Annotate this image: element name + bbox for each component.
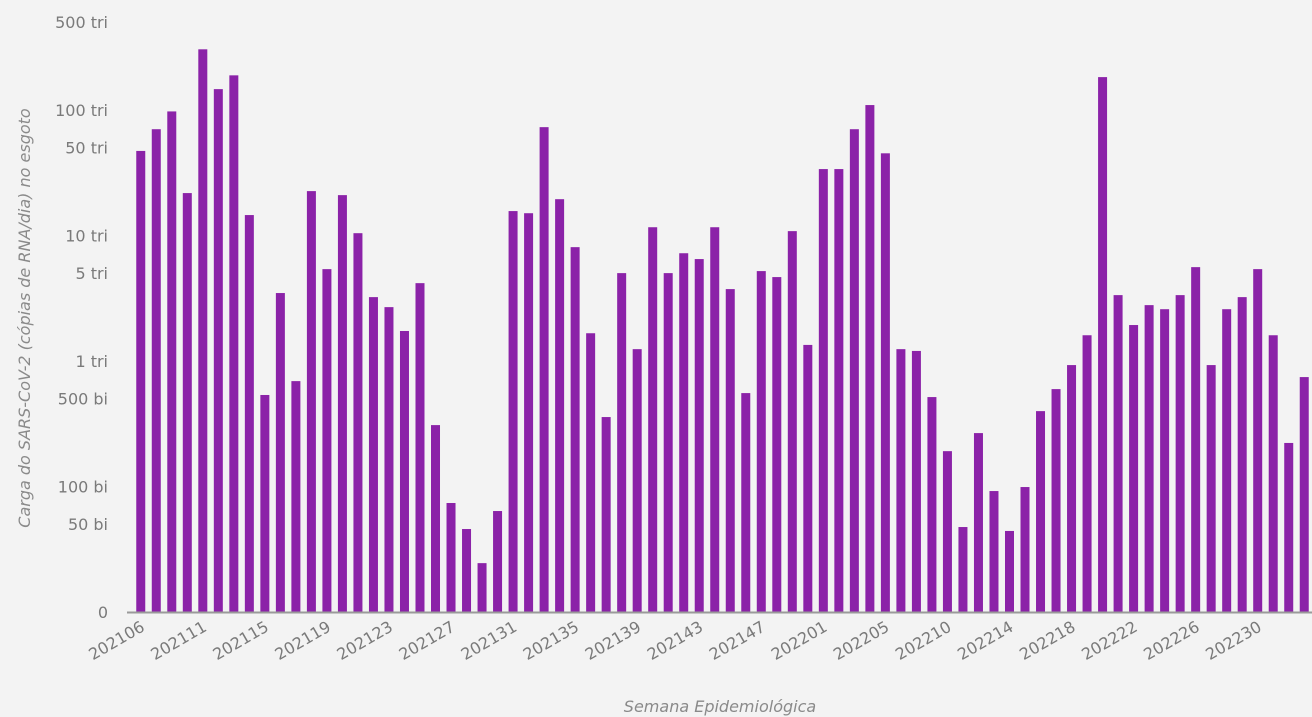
bar — [508, 211, 518, 612]
bar — [275, 293, 285, 612]
bar — [1036, 411, 1046, 612]
bar — [1144, 305, 1154, 612]
bar — [306, 191, 316, 612]
bar — [1160, 309, 1170, 612]
bar — [834, 169, 844, 612]
bar — [493, 511, 503, 612]
y-tick-label: 500 tri — [55, 13, 108, 32]
y-tick-label: 0 — [98, 603, 108, 622]
bar — [787, 231, 797, 612]
bar — [213, 89, 223, 613]
x-axis-title: Semana Epidemiológica — [624, 697, 816, 716]
bar — [167, 111, 177, 612]
bar — [1020, 487, 1030, 612]
bar — [803, 344, 813, 612]
bar — [322, 269, 332, 612]
y-tick-label: 5 tri — [75, 264, 108, 283]
bar — [1098, 77, 1108, 613]
bar — [182, 193, 192, 612]
bar — [601, 417, 611, 612]
y-tick-label: 50 bi — [68, 515, 108, 534]
bar — [384, 307, 394, 612]
bar — [1206, 365, 1216, 612]
bar — [1004, 530, 1014, 612]
bar — [1113, 295, 1123, 612]
bar — [431, 425, 441, 612]
bar — [849, 129, 859, 613]
bar — [1129, 325, 1139, 612]
bar — [756, 271, 766, 612]
bar — [989, 491, 999, 612]
bar — [229, 75, 239, 612]
bar — [896, 349, 906, 612]
bar — [151, 129, 161, 613]
bar — [632, 349, 642, 612]
bar — [648, 227, 658, 612]
bar — [865, 105, 875, 613]
y-tick-label: 1 tri — [75, 352, 108, 371]
bar — [679, 253, 689, 612]
bar — [958, 527, 968, 612]
y-axis-title: Carga do SARS-CoV-2 (cópias de RNA/dia) … — [15, 108, 34, 528]
bar — [539, 127, 549, 612]
y-tick-label: 100 bi — [58, 477, 108, 496]
bar — [725, 289, 735, 612]
bar — [927, 397, 937, 612]
bar — [741, 393, 751, 612]
bar — [586, 333, 596, 612]
bar — [1299, 377, 1309, 612]
bar — [694, 259, 704, 612]
y-tick-label: 100 tri — [55, 101, 108, 120]
bar — [198, 49, 208, 612]
bar — [911, 350, 921, 612]
bar — [399, 330, 409, 612]
bar — [1284, 442, 1294, 612]
bar — [973, 433, 983, 612]
bar — [291, 381, 301, 612]
y-tick-label: 500 bi — [58, 390, 108, 409]
bar — [368, 297, 378, 612]
bar — [1237, 297, 1247, 612]
y-tick-label: 10 tri — [65, 226, 108, 245]
bar — [337, 195, 347, 612]
bar — [462, 529, 472, 612]
bar — [1082, 335, 1092, 612]
bar — [524, 213, 534, 612]
bar — [555, 199, 565, 612]
bar — [617, 273, 627, 612]
bar — [446, 503, 456, 612]
bar — [1268, 335, 1278, 612]
bar — [818, 169, 828, 612]
bar — [942, 451, 952, 612]
bar — [136, 150, 146, 613]
bar — [477, 563, 487, 612]
bar — [1067, 365, 1077, 612]
bar — [1191, 267, 1201, 612]
bar — [1175, 295, 1185, 612]
bar — [880, 153, 890, 612]
y-tick-label: 50 tri — [65, 139, 108, 158]
bar — [772, 277, 782, 612]
bar — [353, 233, 363, 612]
bar — [1051, 389, 1061, 612]
bar — [1253, 269, 1263, 612]
bar — [244, 215, 254, 612]
bar — [570, 247, 580, 613]
bar — [1222, 309, 1232, 612]
bar — [415, 283, 425, 612]
bar — [260, 394, 270, 612]
bar — [663, 273, 673, 612]
bar — [710, 227, 720, 612]
